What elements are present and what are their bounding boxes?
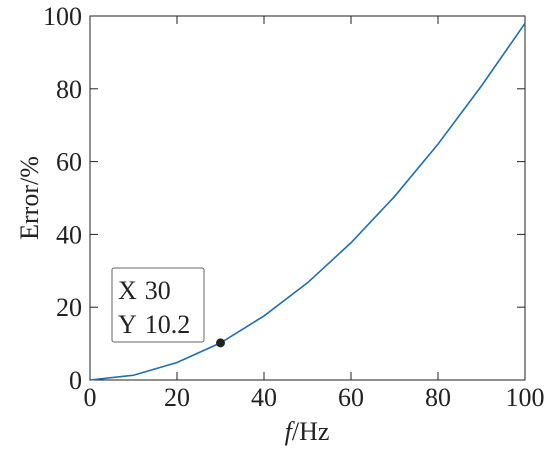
- datatip-point: [216, 338, 225, 348]
- y-axis-label: Error/%: [15, 156, 44, 240]
- plot-frame: [89, 15, 526, 381]
- x-tick-label: 80: [425, 383, 451, 412]
- x-tick-label: 60: [338, 383, 364, 412]
- y-tick-label: 40: [56, 220, 82, 249]
- datatip-x: X 30: [118, 276, 171, 305]
- x-label-unit: /Hz: [292, 417, 330, 446]
- y-tick-label: 80: [56, 75, 82, 104]
- datatip-y-prefix: Y: [118, 310, 137, 339]
- datatip-y-value: 10.2: [145, 310, 191, 339]
- datatip-x-prefix: X: [118, 276, 137, 305]
- datatip-x-value: 30: [145, 276, 171, 305]
- x-axis-label: f/Hz: [285, 417, 330, 446]
- x-tick-label: 0: [84, 383, 97, 412]
- y-tick-label: 20: [56, 293, 82, 322]
- line-series: [89, 22, 526, 381]
- datatip-y: Y 10.2: [118, 310, 190, 339]
- datatip-box: [111, 267, 205, 343]
- x-tick-label: 20: [164, 383, 190, 412]
- x-tick-label: 40: [251, 383, 277, 412]
- x-tick-label: 100: [506, 383, 545, 412]
- y-tick-label: 100: [43, 2, 82, 31]
- y-tick-label: 60: [56, 148, 82, 177]
- y-tick-label: 0: [69, 366, 82, 395]
- x-label-symbol: f: [285, 417, 296, 446]
